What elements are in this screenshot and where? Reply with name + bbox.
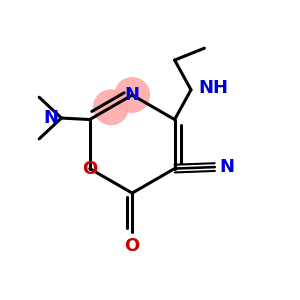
Text: N: N [125, 86, 140, 104]
Circle shape [94, 90, 128, 124]
Circle shape [115, 78, 149, 112]
Text: N: N [219, 158, 234, 176]
Text: N: N [43, 109, 58, 127]
Text: O: O [124, 237, 140, 255]
Text: O: O [82, 160, 97, 178]
Text: NH: NH [198, 79, 228, 97]
